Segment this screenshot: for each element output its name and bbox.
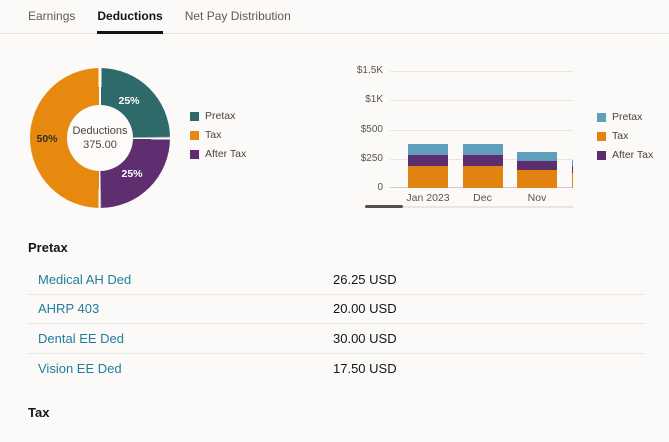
legend-swatch-icon (190, 149, 199, 159)
legend-item: Tax (597, 130, 653, 142)
deduction-amount: 17.50 USD (333, 360, 397, 376)
legend-item: Tax (190, 129, 246, 141)
stacked-bar[interactable] (571, 66, 573, 188)
deduction-link[interactable]: Medical AH Ded (38, 271, 132, 287)
bar-segment-after-tax[interactable] (571, 166, 573, 174)
legend-item: Pretax (597, 111, 653, 123)
deduction-amount: 30.00 USD (333, 330, 397, 346)
donut-center-label: Deductions (72, 125, 128, 137)
legend-label: After Tax (612, 149, 654, 161)
table-row: Vision EE Ded 17.50 USD (28, 354, 645, 384)
y-axis-tick-label: $250 (360, 152, 383, 164)
bar-segment-tax[interactable] (517, 169, 557, 188)
deduction-rows: Medical AH Ded 26.25 USD AHRP 403 20.00 USD… (0, 265, 669, 383)
deduction-link[interactable]: Dental EE Ded (38, 330, 124, 346)
tab-net-pay-distribution[interactable]: Net Pay Distribution (184, 9, 291, 23)
bar-segment-after-tax[interactable] (462, 155, 503, 167)
y-axis-tick-label: $1K (365, 94, 383, 106)
legend-item: After Tax (190, 148, 246, 160)
legend-swatch-icon (597, 112, 606, 122)
y-axis-tick-label: $1.5K (356, 65, 383, 76)
deduction-link[interactable]: AHRP 403 (38, 301, 100, 317)
bar-segment-pretax[interactable] (571, 159, 573, 167)
deductions-donut-chart[interactable]: Deductions 375.00 25% 50% 25% (30, 68, 170, 208)
bar-segment-after-tax[interactable] (517, 160, 557, 170)
bar-segment-tax[interactable] (408, 166, 448, 188)
tab-deductions[interactable]: Deductions (97, 0, 163, 34)
legend-swatch-icon (190, 111, 199, 121)
table-row: Dental EE Ded 30.00 USD (28, 324, 645, 354)
stacked-bar[interactable] (408, 66, 448, 188)
deductions-bar-chart[interactable] (390, 66, 573, 188)
table-row: Medical AH Ded 26.25 USD (28, 265, 645, 295)
chart-scrollbar-track[interactable] (365, 205, 573, 208)
x-axis-category-label: Jan 2023 (406, 192, 450, 204)
legend-swatch-icon (597, 131, 606, 141)
deduction-link[interactable]: Vision EE Ded (38, 360, 122, 376)
stacked-bar[interactable] (462, 66, 503, 188)
legend-swatch-icon (190, 130, 199, 140)
chart-scrollbar-thumb[interactable] (365, 205, 403, 208)
tab-earnings[interactable]: Earnings (28, 9, 76, 23)
bar-segment-pretax[interactable] (517, 151, 557, 161)
stacked-bar[interactable] (517, 66, 557, 188)
donut-slice-percentage: 25% (118, 95, 140, 107)
donut-slice-percentage: 50% (36, 133, 58, 145)
deductions-list: Pretax Medical AH Ded 26.25 USD AHRP 403 20.… (0, 240, 669, 442)
x-axis-category-label: Nov (527, 192, 547, 204)
legend-label: Pretax (205, 110, 236, 122)
bar-legend: Pretax Tax After Tax (597, 111, 653, 161)
bar-segment-pretax[interactable] (462, 144, 503, 156)
bar-segment-tax[interactable] (462, 166, 503, 188)
legend-label: Tax (205, 129, 222, 141)
legend-label: Tax (612, 130, 629, 142)
donut-legend: Pretax Tax After Tax (190, 110, 246, 160)
x-axis-category-label: Dec (473, 192, 492, 204)
deduction-amount: 20.00 USD (333, 301, 397, 317)
donut-slice-percentage: 25% (121, 168, 143, 180)
deduction-amount: 26.25 USD (333, 271, 397, 287)
legend-item: After Tax (597, 149, 653, 161)
section-title-tax: Tax (28, 405, 50, 420)
table-row: AHRP 403 20.00 USD (28, 295, 645, 324)
tab-bar: Earnings Deductions Net Pay Distribution (0, 0, 669, 34)
bar-segment-pretax[interactable] (408, 144, 448, 156)
section-title-pretax: Pretax (28, 240, 68, 255)
y-axis-tick-label: 0 (377, 182, 383, 193)
legend-label: Pretax (612, 111, 643, 123)
bar-segment-after-tax[interactable] (408, 155, 448, 167)
donut-center: Deductions 375.00 (67, 105, 133, 171)
bar-segment-tax[interactable] (571, 173, 573, 188)
legend-item: Pretax (190, 110, 246, 122)
legend-label: After Tax (205, 148, 247, 160)
y-axis-tick-label: $500 (360, 123, 383, 135)
gridline (390, 100, 573, 102)
legend-swatch-icon (597, 150, 606, 160)
donut-center-value: 375.00 (83, 139, 117, 151)
gridline (390, 71, 573, 72)
gridline (390, 129, 573, 131)
